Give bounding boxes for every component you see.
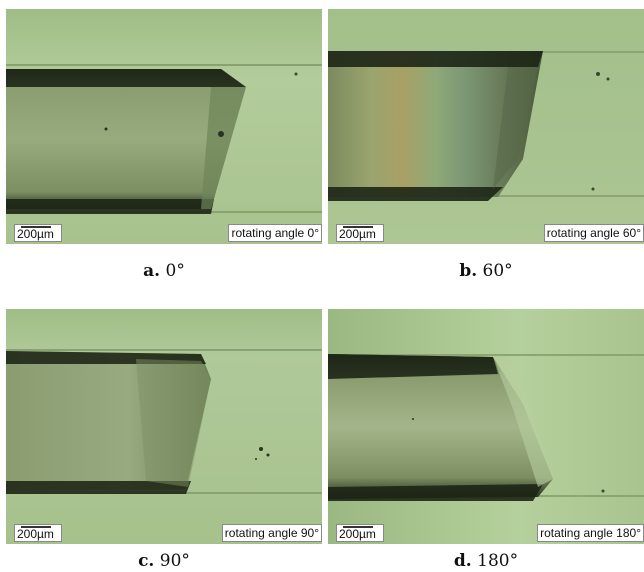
- scale-bar-label: 200µm: [339, 227, 376, 241]
- fiber-image-d: [328, 309, 644, 544]
- caption-letter: d.: [453, 551, 472, 571]
- angle-label: rotating angle 0°: [228, 224, 322, 242]
- angle-label: rotating angle 60°: [543, 224, 644, 242]
- caption-d: d. 180°: [328, 551, 644, 571]
- caption-letter: c.: [138, 551, 155, 571]
- fiber-image-c: [6, 309, 322, 544]
- caption-value: 60°: [482, 261, 513, 281]
- scale-bar-line: [21, 226, 51, 228]
- caption-b: b. 60°: [328, 261, 644, 281]
- scale-bar: 200µm: [336, 224, 384, 242]
- caption-c: c. 90°: [6, 551, 322, 571]
- scale-bar-label: 200µm: [17, 227, 54, 241]
- angle-label: rotating angle 180°: [537, 524, 644, 542]
- scale-bar: 200µm: [14, 224, 62, 242]
- fiber-image-b: [328, 9, 644, 244]
- micrograph-panel-c: 200µm rotating angle 90°: [6, 309, 322, 544]
- scale-bar-line: [343, 226, 373, 228]
- scale-bar: 200µm: [14, 524, 62, 542]
- scale-bar-label: 200µm: [17, 527, 54, 541]
- caption-value: 180°: [477, 551, 519, 571]
- scale-bar-line: [343, 526, 373, 528]
- scale-bar-line: [21, 526, 51, 528]
- caption-value: 0°: [165, 261, 185, 281]
- angle-label: rotating angle 90°: [221, 524, 322, 542]
- scale-bar-label: 200µm: [339, 527, 376, 541]
- micrograph-panel-b: 200µm rotating angle 60°: [328, 9, 644, 244]
- caption-letter: a.: [143, 261, 161, 281]
- fiber-image-a: [6, 9, 322, 244]
- micrograph-panel-d: 200µm rotating angle 180°: [328, 309, 644, 544]
- caption-letter: b.: [459, 261, 478, 281]
- caption-value: 90°: [159, 551, 190, 571]
- caption-a: a. 0°: [6, 261, 322, 281]
- scale-bar: 200µm: [336, 524, 384, 542]
- micrograph-panel-a: 200µm rotating angle 0°: [6, 9, 322, 244]
